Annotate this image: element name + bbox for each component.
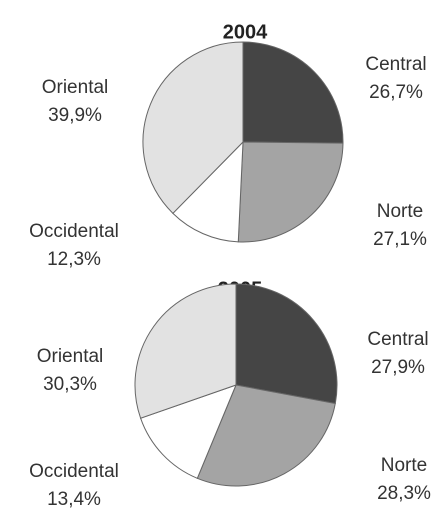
slice-value: 27,9% — [371, 357, 425, 378]
pie-slice — [134, 283, 237, 419]
slice-value: 28,3% — [377, 483, 431, 504]
slice-value: 12,3% — [47, 249, 101, 270]
slice-value: 13,4% — [47, 489, 101, 509]
slice-label: Occidental — [29, 221, 119, 242]
pie-slice — [235, 283, 338, 405]
slice-label: Occidental — [29, 461, 119, 482]
pie-slice — [139, 384, 237, 479]
slice-label: Central — [365, 54, 426, 75]
slice-label: Oriental — [37, 346, 104, 367]
slice-value: 26,7% — [369, 82, 423, 103]
slice-label: Norte — [381, 455, 427, 476]
pie-slice — [196, 384, 336, 487]
pie-slice — [172, 140, 244, 243]
slice-value: 27,1% — [373, 229, 427, 250]
slice-value: 30,3% — [43, 374, 97, 395]
slice-label: Central — [367, 329, 428, 350]
pie-slice — [242, 41, 344, 144]
slice-value: 39,9% — [48, 105, 102, 126]
chart-title: 2004 — [223, 21, 268, 43]
pie-slice — [142, 41, 244, 215]
pie-slice — [237, 141, 344, 243]
slice-label: Norte — [377, 201, 423, 222]
slice-label: Oriental — [42, 77, 109, 98]
